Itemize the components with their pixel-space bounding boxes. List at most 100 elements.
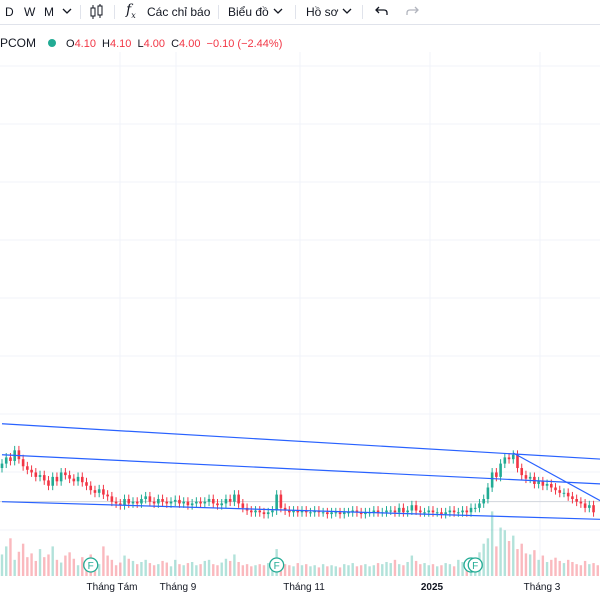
volume-bar: [347, 565, 350, 576]
candle-body: [541, 481, 545, 486]
candle-body: [241, 503, 245, 508]
candle-body: [452, 510, 456, 513]
candle-body: [465, 510, 469, 513]
volume-bar: [47, 554, 50, 576]
chart-type-button[interactable]: Biểu đồ: [228, 5, 269, 19]
volume-bar: [283, 564, 287, 576]
dividend-marker-circle[interactable]: [467, 557, 483, 573]
candle-body: [355, 510, 359, 513]
volume-bar: [169, 566, 173, 576]
volume-bar: [410, 555, 414, 576]
toolbar-divider: [80, 5, 81, 19]
volume-bar: [461, 562, 464, 576]
time-axis-label: Tháng Tám: [86, 582, 138, 593]
volume-bar: [296, 563, 299, 576]
trendline: [1, 501, 600, 520]
redo-icon[interactable]: [404, 3, 420, 24]
volume-bar: [216, 565, 219, 576]
candle-body: [38, 475, 42, 477]
high-value: 4.10: [110, 38, 132, 50]
chevron-down-icon[interactable]: [273, 3, 283, 24]
interval-m-button[interactable]: M: [44, 5, 54, 19]
candle-body: [17, 450, 21, 460]
symbol-name[interactable]: PCOM: [0, 36, 36, 50]
volume-bar: [186, 563, 190, 576]
candle-body: [410, 505, 414, 511]
candle-body: [347, 512, 350, 514]
open-key: O: [66, 38, 75, 50]
volume-bar: [21, 543, 25, 576]
volume-bar: [174, 559, 177, 576]
volume-bar: [292, 566, 295, 576]
dividend-marker[interactable]: F: [83, 557, 99, 573]
candlestick-chart-icon[interactable]: [88, 3, 106, 26]
candle-body: [440, 512, 443, 515]
candle-body: [435, 512, 439, 514]
profile-button[interactable]: Hồ sơ: [306, 5, 339, 19]
candle-body: [579, 501, 583, 504]
candle-body: [85, 482, 88, 486]
time-axis-label: Tháng 3: [523, 582, 561, 593]
dividend-marker-label[interactable]: F: [88, 561, 94, 572]
candle-body: [507, 457, 511, 460]
candle-body: [330, 512, 333, 515]
indicators-fx-icon[interactable]: fx: [126, 2, 136, 20]
candle-body: [249, 510, 253, 513]
volume-bar: [338, 567, 342, 576]
dividend-marker-label[interactable]: F: [274, 561, 280, 572]
candle-body: [393, 510, 397, 513]
candle-body: [123, 499, 126, 506]
candle-body: [495, 472, 498, 477]
candle-body: [482, 499, 485, 504]
volume-bar: [43, 557, 46, 576]
dividend-marker-label[interactable]: F: [472, 561, 478, 572]
candle-body: [588, 505, 591, 508]
volume-bar: [368, 566, 371, 576]
candle-body: [511, 454, 515, 460]
candle-body: [279, 494, 283, 508]
volume-bar: [419, 564, 422, 576]
time-axis-label: Tháng 11: [283, 582, 325, 593]
dividend-marker[interactable]: F: [467, 557, 483, 573]
interval-d-button[interactable]: D: [5, 5, 14, 19]
volume-bar: [406, 562, 409, 576]
candle-body: [575, 499, 578, 502]
candle-body: [524, 475, 528, 479]
volume-bar: [161, 560, 164, 576]
volume-bar: [114, 565, 118, 576]
volume-bar: [148, 563, 152, 576]
volume-bar: [423, 563, 426, 576]
toolbar-divider: [362, 5, 363, 19]
price-chart[interactable]: FFFF: [0, 52, 600, 580]
candle-body: [486, 487, 490, 500]
candle-body: [211, 499, 215, 504]
candle-body: [135, 501, 139, 504]
chevron-down-icon[interactable]: [342, 3, 352, 24]
volume-bar: [254, 565, 257, 576]
candle-body: [423, 512, 426, 514]
candle-body: [372, 510, 376, 513]
chevron-down-icon[interactable]: [62, 3, 72, 24]
volume-bar: [288, 565, 291, 576]
volume-bar: [262, 565, 266, 576]
volume-bar: [520, 543, 523, 576]
close-value: 4.00: [179, 38, 201, 50]
volume-bar: [317, 567, 321, 576]
volume-bar: [516, 549, 519, 576]
volume-bar: [596, 565, 599, 576]
time-axis-label: Tháng 9: [159, 582, 197, 593]
dividend-marker-circle[interactable]: [268, 557, 285, 573]
interval-w-button[interactable]: W: [24, 5, 36, 19]
dividend-marker-circle[interactable]: [83, 557, 99, 573]
indicators-button[interactable]: Các chỉ báo: [147, 5, 211, 19]
volume-bar: [237, 562, 240, 576]
candle-body: [309, 512, 312, 514]
toolbar-divider: [295, 5, 296, 19]
undo-icon[interactable]: [374, 3, 390, 24]
candle-body: [47, 480, 50, 486]
candle-body: [127, 499, 131, 504]
candle-body: [157, 499, 160, 504]
dividend-marker[interactable]: F: [268, 557, 285, 573]
candle-body: [26, 466, 29, 470]
candle-body: [165, 501, 169, 504]
